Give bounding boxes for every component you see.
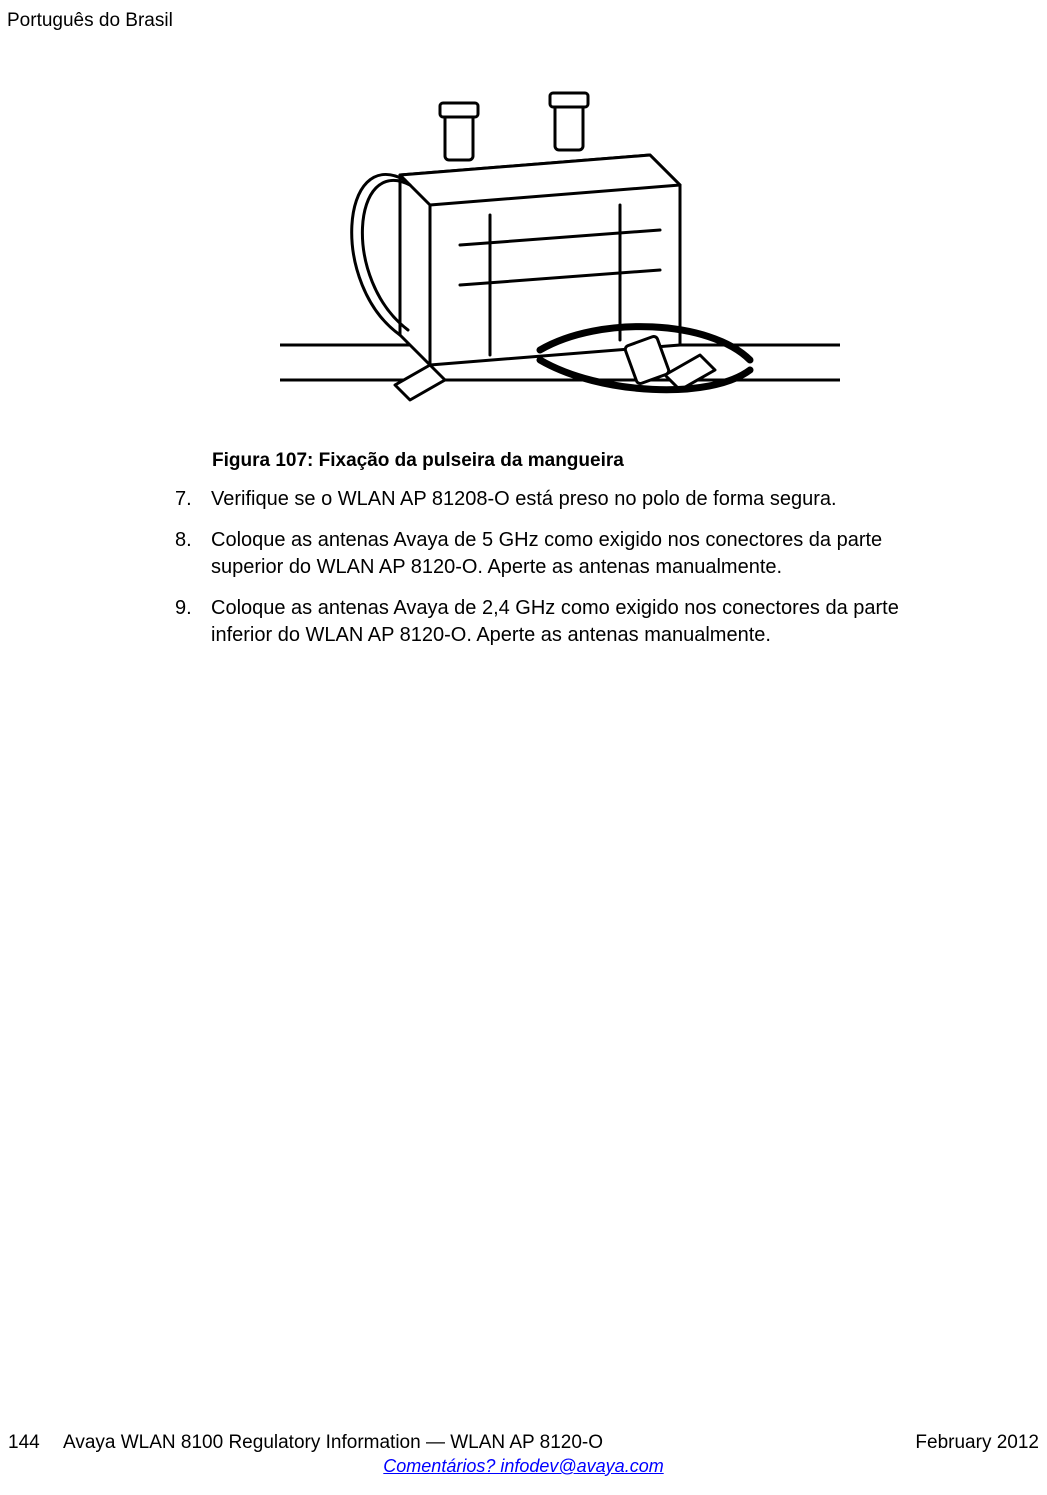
page-container: Português do Brasil — [0, 0, 1047, 1495]
figure-caption: Figura 107: Fixação da pulseira da mangu… — [212, 450, 624, 472]
footer-date: February 2012 — [915, 1432, 1039, 1454]
list-item-text: Verifique se o WLAN AP 81208-O está pres… — [211, 486, 955, 513]
list-item-number: 9. — [175, 595, 211, 649]
figure-illustration — [280, 85, 840, 435]
list-item: 7. Verifique se o WLAN AP 81208-O está p… — [175, 486, 955, 513]
list-item: 8. Coloque as antenas Avaya de 5 GHz com… — [175, 527, 955, 581]
list-item-text: Coloque as antenas Avaya de 5 GHz como e… — [211, 527, 955, 581]
footer-feedback-link[interactable]: Comentários? infodev@avaya.com — [0, 1456, 1047, 1477]
list-item-number: 7. — [175, 486, 211, 513]
page-header-language: Português do Brasil — [7, 10, 173, 32]
list-item: 9. Coloque as antenas Avaya de 2,4 GHz c… — [175, 595, 955, 649]
footer-doc-title: Avaya WLAN 8100 Regulatory Information —… — [63, 1432, 915, 1454]
page-footer: 144 Avaya WLAN 8100 Regulatory Informati… — [0, 1432, 1047, 1477]
list-item-number: 8. — [175, 527, 211, 581]
footer-page-number: 144 — [8, 1432, 63, 1454]
instruction-list: 7. Verifique se o WLAN AP 81208-O está p… — [175, 486, 955, 663]
list-item-text: Coloque as antenas Avaya de 2,4 GHz como… — [211, 595, 955, 649]
